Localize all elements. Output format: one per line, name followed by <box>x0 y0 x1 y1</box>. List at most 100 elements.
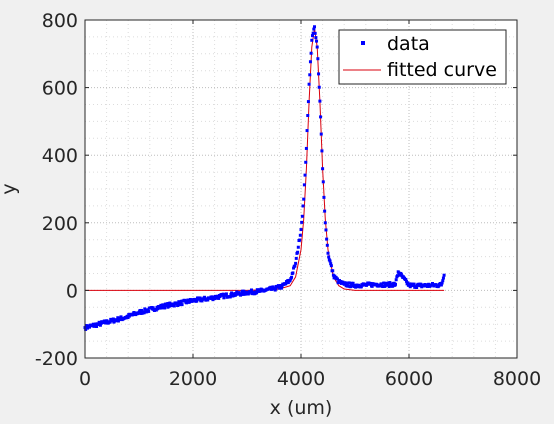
y-tick-label: 600 <box>42 78 78 100</box>
data-point-trace <box>351 281 355 285</box>
data-point-trace <box>176 303 180 307</box>
data-point-trace <box>331 269 335 273</box>
data-point <box>315 45 319 49</box>
data-point-trace <box>305 129 309 133</box>
x-tick-label: 6000 <box>385 368 433 390</box>
data-point-trace <box>383 282 387 286</box>
data-point-trace <box>319 132 323 136</box>
data-point-trace <box>325 237 329 241</box>
data-point-trace <box>147 309 151 313</box>
data-point-trace <box>408 285 412 289</box>
data-point-trace <box>381 285 385 289</box>
data-point-trace <box>329 262 333 266</box>
data-point-trace <box>293 264 297 268</box>
data-point <box>326 251 330 255</box>
x-tick-label: 0 <box>79 368 91 390</box>
data-point-trace <box>345 282 349 286</box>
data-point-trace <box>249 290 253 294</box>
data-point-trace <box>392 281 396 285</box>
data-point-trace <box>210 295 214 299</box>
data-point-trace <box>244 292 248 296</box>
data-point-trace <box>308 60 312 64</box>
data-point-trace <box>404 277 408 281</box>
data-point-trace <box>86 326 90 330</box>
data-point-trace <box>96 322 100 326</box>
y-axis-label: y <box>0 183 20 194</box>
data-point <box>310 38 314 42</box>
data-point <box>294 261 298 265</box>
y-tick-label: 800 <box>42 10 78 32</box>
data-point-trace <box>317 85 321 89</box>
x-ticks: 0 2000 4000 6000 8000 <box>79 20 541 390</box>
data-point-trace <box>310 34 314 38</box>
data-point-trace <box>324 228 328 232</box>
data-point-trace <box>294 256 298 260</box>
data-point-trace <box>172 304 176 308</box>
data-point-trace <box>217 296 221 300</box>
data-point-trace <box>347 281 351 285</box>
data-point <box>302 197 306 201</box>
data-point-trace <box>313 31 317 35</box>
y-tick-label: 400 <box>42 145 78 167</box>
data-point-trace <box>93 324 97 328</box>
data-point-trace <box>271 285 275 289</box>
data-point-trace <box>312 27 316 31</box>
data-point <box>323 221 327 225</box>
x-tick-label: 4000 <box>277 368 325 390</box>
data-point-trace <box>279 283 283 287</box>
data-point-trace <box>241 292 245 296</box>
data-point-trace <box>185 301 189 305</box>
data-point-trace <box>306 100 310 104</box>
data-point-trace <box>98 323 102 327</box>
data-point-trace <box>309 51 313 55</box>
data-point-trace <box>296 245 300 249</box>
data-point-trace <box>314 36 318 40</box>
y-tick-label: -200 <box>35 348 78 370</box>
legend-label-data: data <box>387 33 430 55</box>
x-tick-label: 8000 <box>493 368 541 390</box>
data-point-trace <box>102 321 106 325</box>
data-point-trace <box>298 238 302 242</box>
data-point-trace <box>335 277 339 281</box>
data-point-trace <box>214 294 217 298</box>
data-point-trace <box>303 173 307 177</box>
data-point-trace <box>427 282 431 286</box>
data-point <box>442 273 446 277</box>
data-point-trace <box>327 255 331 259</box>
data-point-trace <box>323 209 327 213</box>
data-point <box>307 82 311 86</box>
data-point-trace <box>277 284 281 288</box>
x-axis-label: x (um) <box>270 397 333 419</box>
data-point-trace <box>404 279 408 283</box>
data-point-trace <box>250 288 253 292</box>
data-point-trace <box>301 204 305 208</box>
data-point-trace <box>178 303 182 307</box>
data-point-trace <box>311 31 315 35</box>
data-point-trace <box>180 303 184 307</box>
data-point-trace <box>394 278 398 282</box>
data-point <box>318 99 322 103</box>
data-point-trace <box>306 114 310 118</box>
data-point-trace <box>136 311 140 315</box>
data-point-trace <box>320 149 324 153</box>
data-point-trace <box>346 284 350 288</box>
data-point-trace <box>269 285 273 289</box>
data-point-trace <box>441 276 445 280</box>
x-tick-label: 2000 <box>169 368 217 390</box>
data-point-trace <box>270 287 274 291</box>
data-point-trace <box>322 195 326 199</box>
data-point-trace <box>379 282 383 286</box>
data-point-trace <box>391 284 395 288</box>
data-point-trace <box>291 271 295 275</box>
data-point-trace <box>369 281 373 285</box>
data-point-trace <box>317 72 321 76</box>
data-point-trace <box>354 285 358 289</box>
data-point-trace <box>440 281 444 285</box>
data-point-trace <box>224 292 228 296</box>
data-point-trace <box>111 317 115 321</box>
data-point-trace <box>300 220 304 224</box>
data-point-trace <box>163 306 167 310</box>
data-point <box>313 25 316 29</box>
